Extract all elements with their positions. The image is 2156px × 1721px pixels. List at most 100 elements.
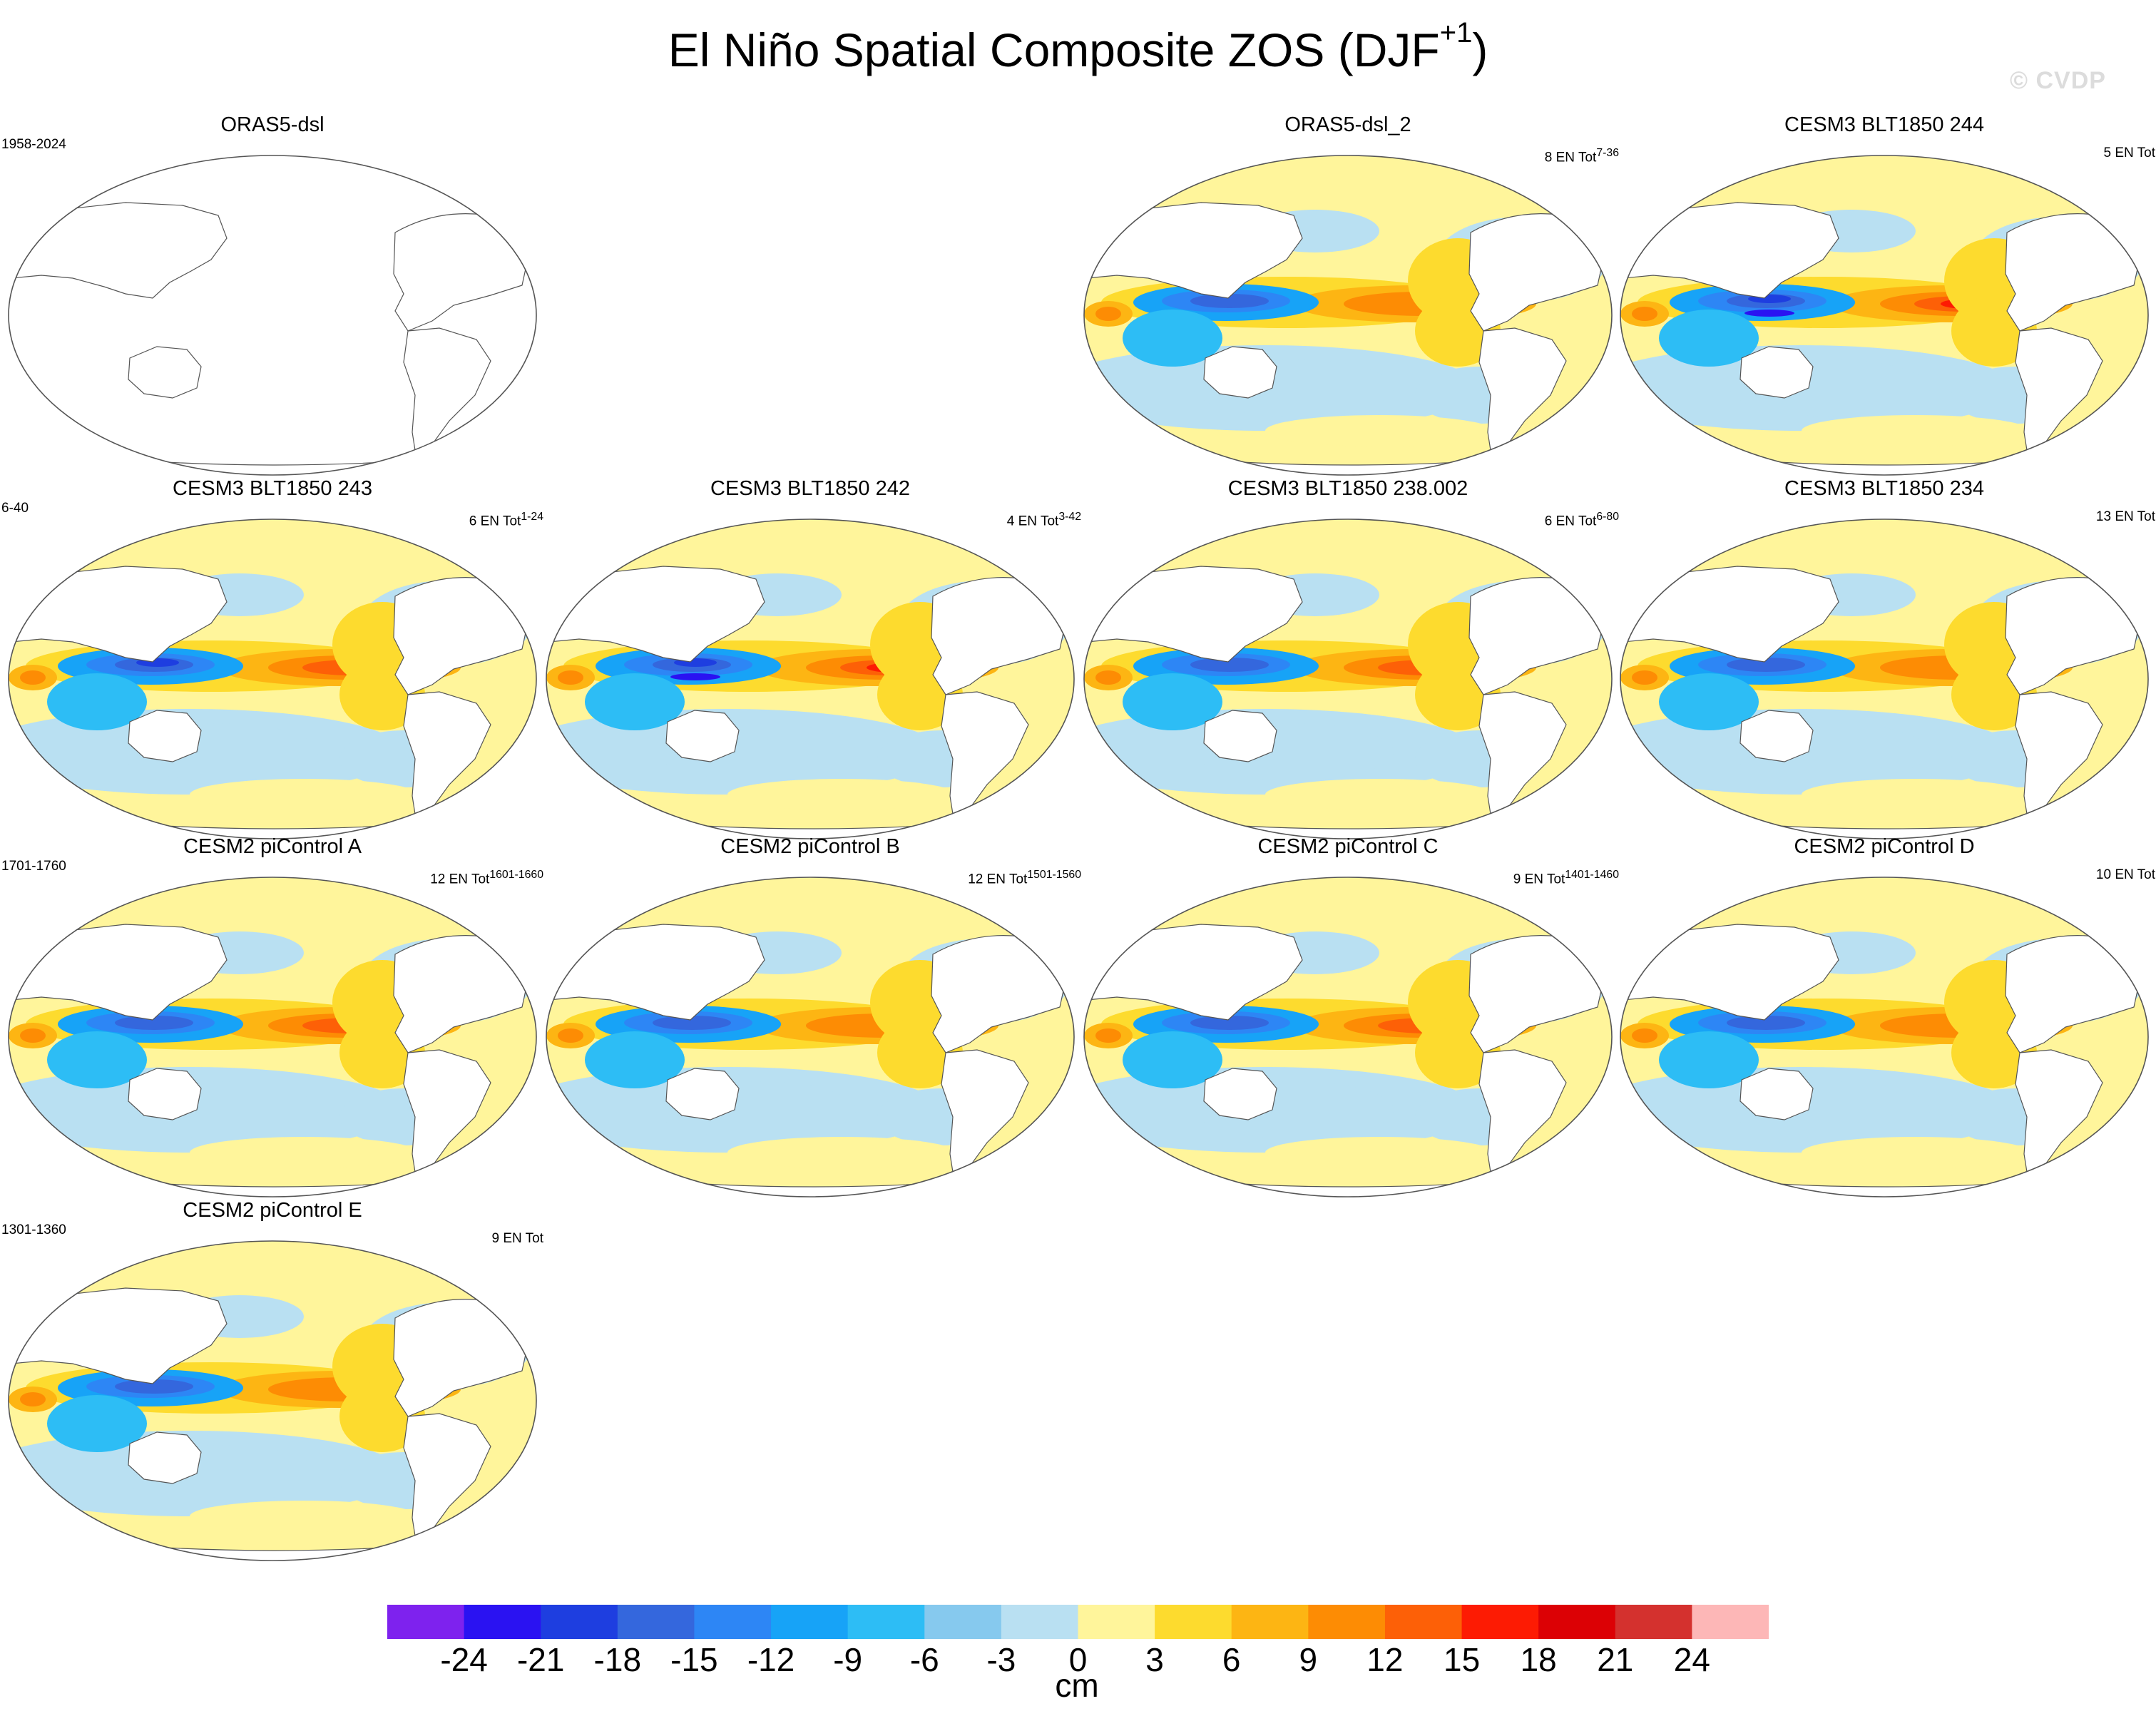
panel-title: ORAS5-dsl_2 (1284, 113, 1411, 136)
land-greenland (2110, 175, 2145, 210)
colorbar-tick-label: -18 (593, 1641, 642, 1678)
land-greenland (1036, 897, 1071, 932)
colorbar-swatch (1538, 1605, 1616, 1639)
land-australia (1203, 710, 1277, 762)
anomaly-region (1123, 673, 1222, 730)
land-asia (547, 924, 765, 1021)
panel-event-count-text: 5 EN Tot (2103, 145, 2155, 160)
land-south-america (2015, 691, 2103, 824)
map-field (9, 877, 536, 1197)
panel-event-count: 10 EN Tot (2096, 867, 2155, 883)
panel-year-range: 1958-2024 (1, 137, 66, 152)
panel-event-count-text: 6 EN Tot (469, 514, 521, 529)
anomaly-region (1802, 779, 2030, 810)
colorbar-tick-label: -24 (440, 1641, 488, 1678)
anomaly-region (1190, 658, 1269, 672)
map-field (546, 877, 1074, 1197)
panel-event-count: 12 EN Tot1501-1560 (968, 867, 1081, 887)
map-field (9, 1241, 536, 1561)
anomaly-region (115, 1016, 193, 1030)
panel-year-range: 1701-1760 (1, 859, 66, 874)
land-south-america (941, 1049, 1029, 1183)
land-asia (1621, 202, 1839, 299)
anomaly-region (1802, 1137, 2030, 1168)
land-south-america (403, 1413, 491, 1546)
world-map (1083, 519, 1613, 839)
panel-title: CESM2 piControl A (183, 835, 362, 858)
land-greenland (499, 538, 533, 574)
colorbar-tick-label: -3 (986, 1641, 1016, 1678)
panel-title: CESM2 piControl C (1257, 835, 1439, 858)
figure-title-close: ) (1472, 24, 1488, 76)
land-australia (1739, 346, 1814, 399)
anomaly-region (1123, 310, 1222, 367)
colorbar-units: cm (1055, 1667, 1099, 1704)
panel-title: CESM3 BLT1850 234 (1784, 477, 1984, 500)
land-asia (1085, 566, 1303, 663)
panel-event-count-text: 8 EN Tot (1544, 150, 1597, 165)
anomaly-region (1095, 670, 1121, 685)
panel-event-superscript: 1601-1660 (489, 869, 543, 881)
map-outline (1620, 519, 2149, 839)
land-greenland (2110, 538, 2145, 574)
anomaly-region (558, 670, 583, 685)
colorbar-tick-label: 24 (1673, 1641, 1710, 1678)
colorbar-tick-label: -9 (833, 1641, 863, 1678)
anomaly-region (47, 1031, 147, 1088)
panel-year-range: 1301-1360 (1, 1222, 66, 1237)
figure-title: El Niño Spatial Composite ZOS (DJF+1) (0, 17, 2156, 80)
colorbar-tick-label: -12 (747, 1641, 795, 1678)
anomaly-region (115, 1379, 193, 1394)
map-panel-orasdsl2: ORAS5-dsl_2 8 EN Tot7-36 (1077, 113, 1619, 476)
colorbar-swatch (1461, 1605, 1539, 1639)
colorbar-tick-label: 9 (1299, 1641, 1318, 1678)
panel-event-count-text: 10 EN Tot (2095, 867, 2155, 882)
anomaly-region (20, 1028, 46, 1043)
panel-event-count: 4 EN Tot3-42 (1007, 509, 1081, 529)
anomaly-region (670, 673, 720, 680)
land-greenland (1574, 538, 1608, 574)
figure-title-text: El Niño Spatial Composite ZOS (DJF (668, 24, 1440, 76)
anomaly-region (1123, 1031, 1222, 1088)
colorbar-tick-label: 18 (1520, 1641, 1557, 1678)
panel-event-superscript: 3-42 (1058, 511, 1081, 523)
anomaly-region (1659, 673, 1759, 730)
panel-title: CESM3 BLT1850 238.002 (1227, 477, 1468, 500)
anomaly-region (1190, 294, 1269, 308)
land-south-america (2015, 1049, 2103, 1183)
world-map (1083, 877, 1613, 1197)
colorbar-tick-label: 6 (1222, 1641, 1241, 1678)
panel-title: CESM2 piControl B (720, 835, 900, 858)
colorbar-tick-label: -15 (670, 1641, 718, 1678)
anomaly-region (1659, 310, 1759, 367)
land-americas (393, 213, 530, 332)
colorbar-swatch (1001, 1605, 1078, 1639)
land-south-america (2015, 327, 2103, 461)
land-south-america (1478, 327, 1567, 461)
map-panel-c234: CESM3 BLT1850 234 13 EN Tot (1613, 476, 2155, 840)
land-south-america (1478, 1049, 1567, 1183)
land-greenland (2110, 897, 2145, 932)
panel-event-count-text: 9 EN Tot (1513, 872, 1565, 887)
anomaly-region (1802, 415, 2030, 446)
world-map (8, 877, 537, 1197)
anomaly-region (1744, 310, 1794, 317)
map-field (1620, 519, 2148, 839)
figure-title-superscript: +1 (1439, 17, 1473, 48)
colorbar: -24 -21 -18 -15 -12 -9 -6 -3 0 3 6 9 12 15 18 21 24 (387, 1605, 1769, 1705)
anomaly-region (1727, 658, 1805, 672)
colorbar-swatch (541, 1605, 618, 1639)
colorbar-tick-label: 0 (1068, 1641, 1088, 1678)
land-asia (1085, 202, 1303, 299)
anomaly-region (1190, 1016, 1269, 1030)
land-asia (1085, 924, 1303, 1021)
map-outline (1083, 519, 1613, 839)
map-panel-pb: CESM2 piControl B 12 EN Tot1501-1560 (539, 834, 1081, 1198)
colorbar-swatch (1692, 1605, 1769, 1639)
anomaly-region (1632, 307, 1657, 321)
colorbar-tick-label: 12 (1366, 1641, 1404, 1678)
panel-event-count-text: 9 EN Tot (491, 1231, 543, 1246)
panel-event-count-text: 13 EN Tot (2095, 509, 2155, 524)
anomaly-region (1265, 779, 1493, 810)
anomaly-region (727, 779, 956, 810)
